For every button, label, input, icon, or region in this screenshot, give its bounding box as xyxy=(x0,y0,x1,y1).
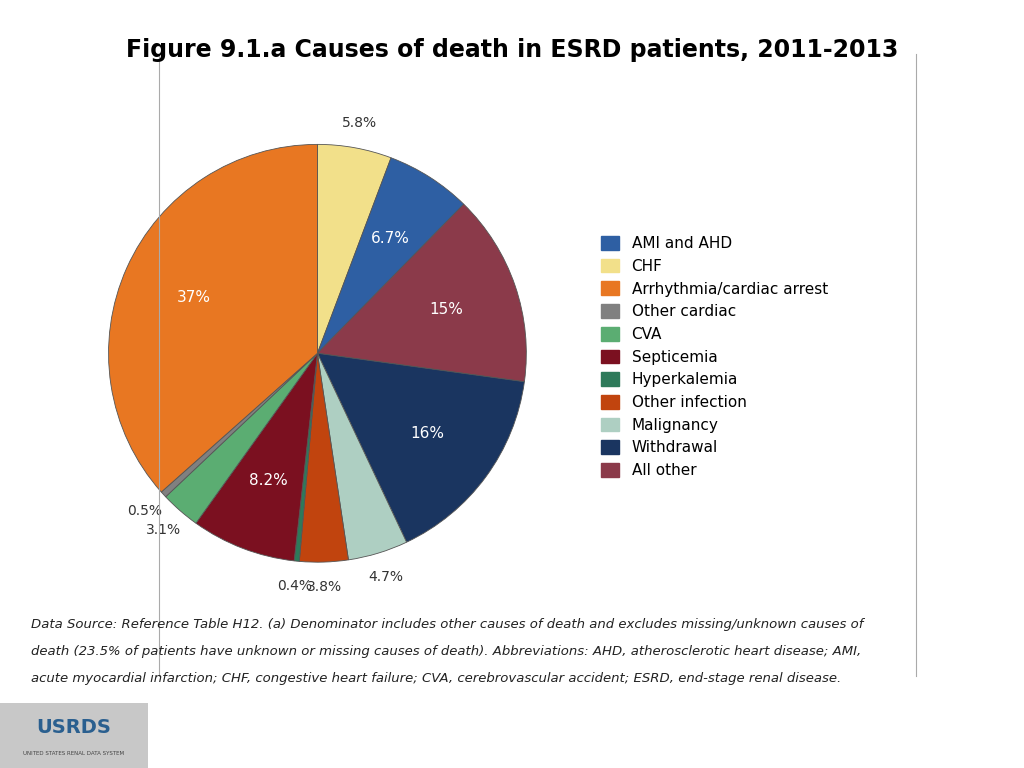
Text: death (23.5% of patients have unknown or missing causes of death). Abbreviations: death (23.5% of patients have unknown or… xyxy=(31,645,861,658)
Wedge shape xyxy=(196,353,317,561)
Text: 3.1%: 3.1% xyxy=(146,522,181,537)
Wedge shape xyxy=(109,144,317,492)
Text: 15%: 15% xyxy=(429,302,463,317)
Text: Figure 9.1.a Causes of death in ESRD patients, 2011-2013: Figure 9.1.a Causes of death in ESRD pat… xyxy=(126,38,898,62)
Text: Vol 2, ESRD, Ch 9: Vol 2, ESRD, Ch 9 xyxy=(417,726,607,745)
Text: 0.5%: 0.5% xyxy=(127,505,163,518)
Legend: AMI and AHD, CHF, Arrhythmia/cardiac arrest, Other cardiac, CVA, Septicemia, Hyp: AMI and AHD, CHF, Arrhythmia/cardiac arr… xyxy=(596,231,833,483)
Wedge shape xyxy=(317,144,391,353)
Wedge shape xyxy=(317,353,407,560)
Text: 2: 2 xyxy=(985,726,998,745)
Text: UNITED STATES RENAL DATA SYSTEM: UNITED STATES RENAL DATA SYSTEM xyxy=(24,751,124,756)
Wedge shape xyxy=(161,353,317,497)
Text: 3.8%: 3.8% xyxy=(307,580,342,594)
Wedge shape xyxy=(317,157,464,353)
Wedge shape xyxy=(294,353,317,561)
Text: 16%: 16% xyxy=(410,426,443,441)
Text: acute myocardial infarction; CHF, congestive heart failure; CVA, cerebrovascular: acute myocardial infarction; CHF, conges… xyxy=(31,672,841,685)
Text: 37%: 37% xyxy=(176,290,211,305)
Text: 4.7%: 4.7% xyxy=(368,570,402,584)
Text: 5.8%: 5.8% xyxy=(342,116,377,130)
Wedge shape xyxy=(299,353,348,562)
Bar xyxy=(0,703,148,768)
Wedge shape xyxy=(317,353,524,542)
Text: 6.7%: 6.7% xyxy=(371,231,410,247)
Wedge shape xyxy=(166,353,317,523)
Wedge shape xyxy=(317,204,526,382)
Text: USRDS: USRDS xyxy=(36,718,112,737)
Text: 0.4%: 0.4% xyxy=(276,579,311,593)
Text: Data Source: Reference Table H12. (a) Denominator includes other causes of death: Data Source: Reference Table H12. (a) De… xyxy=(31,618,863,631)
Text: 8.2%: 8.2% xyxy=(250,472,288,488)
